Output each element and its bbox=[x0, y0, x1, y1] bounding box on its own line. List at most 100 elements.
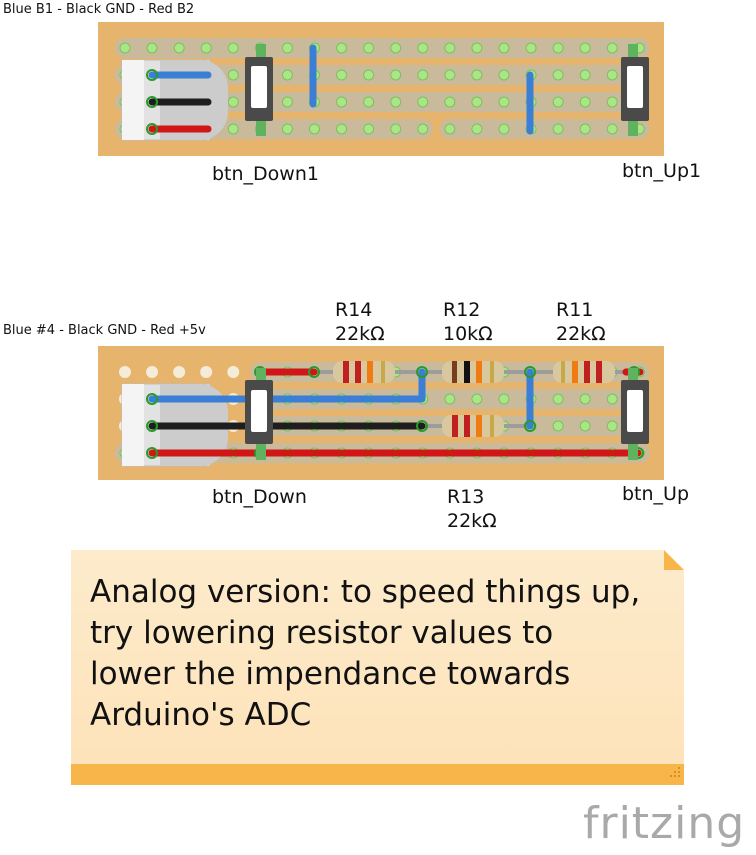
hole bbox=[336, 69, 348, 81]
hole bbox=[579, 123, 591, 135]
hole bbox=[146, 42, 158, 54]
btn-down-label: btn_Down bbox=[212, 486, 307, 508]
note-line: Analog version: to speed things up, bbox=[90, 574, 641, 610]
wire-end-icon bbox=[146, 69, 158, 81]
hole bbox=[444, 123, 456, 135]
btn-up1-label: btn_Up1 bbox=[622, 160, 701, 182]
hole bbox=[308, 123, 320, 135]
hole bbox=[606, 96, 618, 108]
hole bbox=[390, 96, 402, 108]
hole bbox=[606, 393, 618, 405]
hole bbox=[579, 69, 591, 81]
hole bbox=[336, 123, 348, 135]
r12-value: 10kΩ bbox=[443, 323, 493, 345]
hole bbox=[471, 123, 483, 135]
hole bbox=[606, 420, 618, 432]
hole bbox=[417, 42, 429, 54]
hole bbox=[498, 42, 510, 54]
hole bbox=[363, 96, 375, 108]
hole bbox=[471, 393, 483, 405]
button-down-icon[interactable] bbox=[245, 368, 273, 460]
hole bbox=[281, 96, 293, 108]
note-line: try lowering resistor values to bbox=[90, 615, 554, 651]
hole bbox=[525, 42, 537, 54]
copper-strip bbox=[115, 38, 650, 58]
hole bbox=[552, 393, 564, 405]
copper-strip bbox=[439, 119, 650, 139]
hole bbox=[173, 42, 185, 54]
hole bbox=[363, 123, 375, 135]
hole bbox=[173, 366, 186, 378]
hole bbox=[390, 42, 402, 54]
btn-up-label: btn_Up bbox=[622, 483, 689, 505]
r11-value: 22kΩ bbox=[556, 323, 606, 345]
r13-name: R13 bbox=[447, 486, 484, 508]
wire-end-icon bbox=[146, 96, 158, 108]
r13-value: 22kΩ bbox=[447, 510, 497, 532]
note-card[interactable] bbox=[71, 550, 684, 785]
hole bbox=[363, 69, 375, 81]
hole bbox=[146, 366, 159, 378]
hole bbox=[390, 123, 402, 135]
hole bbox=[281, 123, 293, 135]
fritzing-logo: fritzing bbox=[583, 798, 746, 849]
button-up-icon[interactable] bbox=[621, 368, 649, 460]
hole bbox=[200, 42, 212, 54]
wire-blue-bottom[interactable] bbox=[148, 368, 426, 403]
hole bbox=[417, 96, 429, 108]
hole bbox=[417, 123, 429, 135]
hole bbox=[200, 366, 213, 378]
stripboard-bottom: Blue #4 - Black GND - Red +5v R14 22kΩ R… bbox=[3, 299, 689, 532]
btn-down1-label: btn_Down1 bbox=[212, 163, 319, 185]
note-bar bbox=[71, 764, 684, 785]
resistor-r11-icon[interactable] bbox=[553, 361, 615, 383]
hole bbox=[498, 393, 510, 405]
hole bbox=[281, 42, 293, 54]
hole bbox=[471, 69, 483, 81]
hole bbox=[227, 69, 239, 81]
hole bbox=[606, 69, 618, 81]
hole bbox=[498, 69, 510, 81]
hole bbox=[552, 42, 564, 54]
hole bbox=[552, 96, 564, 108]
hole bbox=[498, 123, 510, 135]
hole bbox=[281, 69, 293, 81]
resistor-r12-icon[interactable] bbox=[442, 361, 504, 383]
resistor-r14-icon[interactable] bbox=[333, 361, 395, 383]
r11-name: R11 bbox=[556, 299, 593, 321]
hole bbox=[552, 69, 564, 81]
board-bottom-caption: Blue #4 - Black GND - Red +5v bbox=[3, 323, 206, 338]
button-up1-icon[interactable] bbox=[621, 44, 649, 136]
hole bbox=[552, 420, 564, 432]
note-line: Arduino's ADC bbox=[90, 697, 312, 733]
button-down1-icon[interactable] bbox=[245, 44, 273, 136]
hole bbox=[119, 42, 131, 54]
note-line: lower the impendance towards bbox=[90, 656, 571, 692]
hole bbox=[363, 42, 375, 54]
hole bbox=[498, 96, 510, 108]
r14-name: R14 bbox=[335, 299, 372, 321]
hole bbox=[336, 42, 348, 54]
hole bbox=[444, 96, 456, 108]
hole bbox=[444, 42, 456, 54]
board-top-caption: Blue B1 - Black GND - Red B2 bbox=[3, 2, 194, 17]
hole bbox=[444, 69, 456, 81]
r14-value: 22kΩ bbox=[335, 323, 385, 345]
stripboard-top: Blue B1 - Black GND - Red B2 b bbox=[3, 2, 701, 185]
wire-end-icon bbox=[146, 123, 158, 135]
hole bbox=[471, 42, 483, 54]
hole bbox=[606, 42, 618, 54]
resize-grip-icon[interactable] bbox=[670, 767, 680, 777]
hole bbox=[417, 69, 429, 81]
note-text: Analog version: to speed things up, try … bbox=[90, 572, 680, 736]
hole bbox=[579, 420, 591, 432]
hole bbox=[606, 123, 618, 135]
hole bbox=[579, 42, 591, 54]
resistor-r13-icon[interactable] bbox=[442, 415, 504, 437]
hole bbox=[336, 96, 348, 108]
r12-name: R12 bbox=[443, 299, 480, 321]
hole bbox=[227, 42, 239, 54]
hole bbox=[227, 123, 239, 135]
hole bbox=[390, 69, 402, 81]
